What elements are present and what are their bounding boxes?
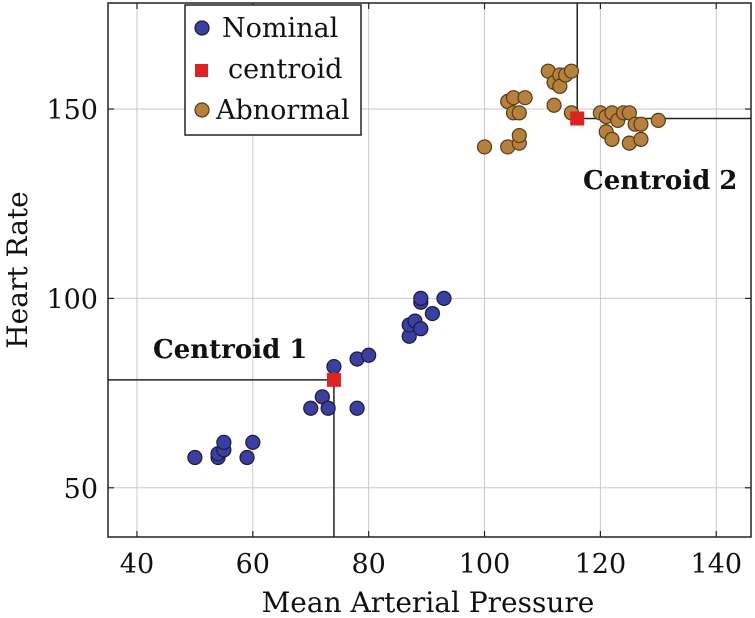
legend: Nominal centroid Abnormal	[184, 4, 362, 136]
point-nominal	[239, 449, 255, 466]
plot-frame	[107, 2, 752, 538]
point-nominal	[320, 400, 336, 416]
legend-label-nominal: Nominal	[222, 13, 338, 44]
point-abnormal	[650, 112, 666, 129]
point-nominal	[413, 290, 429, 307]
legend-box	[184, 4, 362, 136]
legend-marker-abnormal	[194, 102, 210, 118]
annotation-centroid-1: Centroid 1	[153, 335, 307, 365]
legend-label-centroid: centroid	[228, 54, 342, 85]
data-markers	[187, 63, 666, 466]
point-nominal	[436, 290, 452, 307]
legend-label-abnormal: Abnormal	[215, 95, 350, 126]
x-tick-label: 60	[236, 549, 270, 580]
point-abnormal	[511, 127, 527, 144]
x-tick-label: 40	[120, 549, 154, 580]
point-abnormal	[633, 116, 649, 132]
point-abnormal	[511, 105, 527, 121]
point-nominal	[413, 321, 429, 337]
point-nominal	[326, 358, 342, 375]
x-tick-label: 80	[351, 549, 385, 580]
legend-marker-nominal	[194, 20, 210, 36]
point-nominal	[216, 434, 232, 450]
point-abnormal	[633, 131, 649, 147]
point-abnormal	[476, 139, 493, 155]
point-nominal	[187, 449, 203, 466]
point-abnormal	[517, 90, 533, 106]
y-tick-label: 50	[64, 474, 98, 505]
point-abnormal	[563, 63, 580, 79]
point-nominal	[424, 305, 440, 322]
point-nominal	[245, 434, 261, 450]
x-axis-label: Mean Arterial Pressure	[262, 586, 595, 618]
point-centroid	[326, 372, 341, 387]
x-tick-label: 100	[459, 549, 511, 580]
axis-ticks: 40 60 80 100 120 140 50 100 150	[46, 3, 751, 580]
point-abnormal	[546, 97, 562, 113]
x-tick-label: 140	[690, 549, 742, 580]
point-centroid	[570, 111, 585, 126]
x-tick-label: 120	[575, 549, 627, 580]
annotation-centroid-2: Centroid 2	[583, 166, 737, 196]
y-tick-label: 150	[46, 95, 98, 126]
y-tick-label: 100	[46, 284, 98, 315]
y-axis-label: Heart Rate	[1, 191, 34, 348]
point-abnormal	[604, 131, 620, 147]
point-nominal	[361, 347, 377, 363]
point-nominal	[303, 400, 319, 416]
legend-marker-centroid	[195, 64, 208, 77]
point-nominal	[349, 400, 365, 416]
